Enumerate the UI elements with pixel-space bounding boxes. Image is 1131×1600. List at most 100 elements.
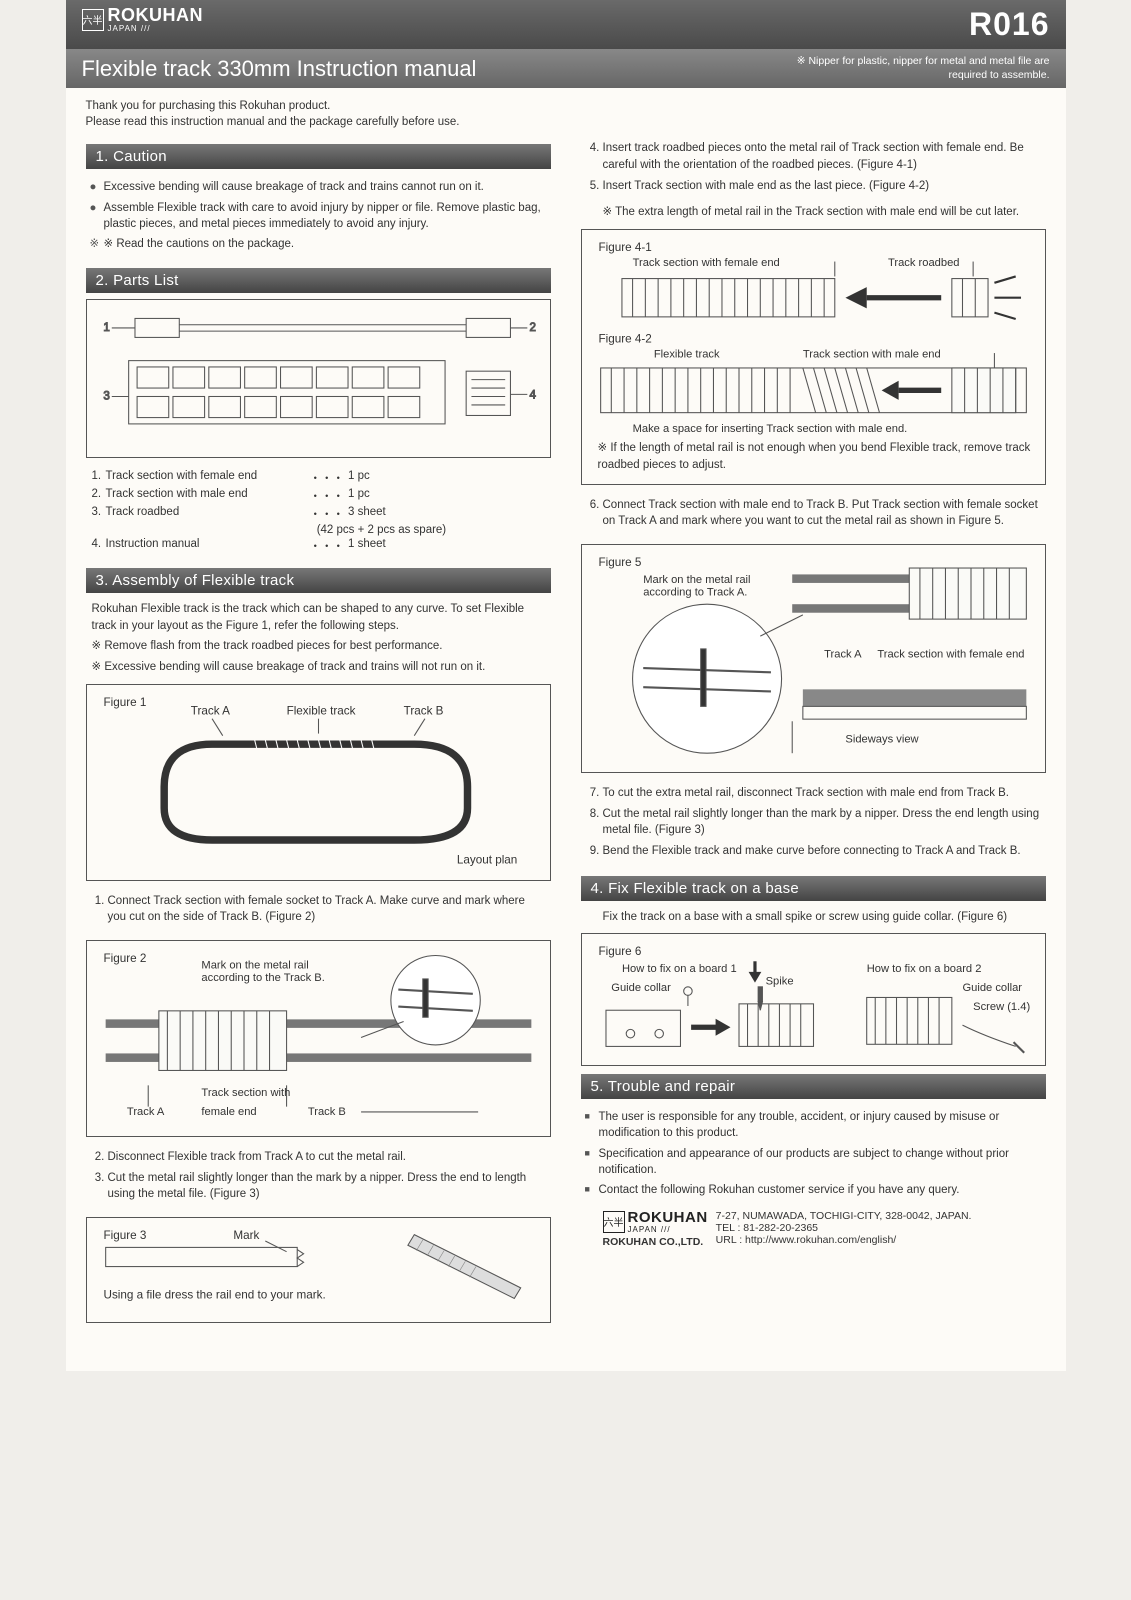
contact-brand-sub: JAPAN /// bbox=[628, 1225, 708, 1234]
step-2: Disconnect Flexible track from Track A t… bbox=[108, 1149, 545, 1166]
svg-text:Track section with: Track section with bbox=[201, 1087, 290, 1099]
svg-text:Track B: Track B bbox=[307, 1106, 345, 1118]
caution-item: Excessive bending will cause breakage of… bbox=[104, 179, 545, 195]
contact-logo: 六半 ROKUHAN JAPAN /// ROKUHAN CO.,LTD. bbox=[603, 1210, 708, 1248]
parts-figure: 1 2 3 bbox=[86, 299, 551, 458]
svg-text:Flexible track: Flexible track bbox=[286, 704, 355, 717]
section-caution-header: 1. Caution bbox=[86, 144, 551, 169]
caution-note: ※ Read the cautions on the package. bbox=[104, 236, 545, 252]
brand-sub: JAPAN /// bbox=[108, 24, 204, 33]
intro-line2: Please read this instruction manual and … bbox=[86, 114, 1046, 130]
svg-text:Figure 2: Figure 2 bbox=[103, 952, 146, 965]
parts-row: (42 pcs + 2 pcs as spare) bbox=[92, 524, 545, 536]
step-3: Cut the metal rail slightly longer than … bbox=[108, 1170, 545, 1203]
intro-block: Thank you for purchasing this Rokuhan pr… bbox=[66, 88, 1066, 136]
parts-qty: (42 pcs + 2 pcs as spare) bbox=[317, 524, 446, 536]
contact-co: ROKUHAN CO.,LTD. bbox=[603, 1236, 708, 1248]
parts-name: Track section with male end bbox=[106, 488, 306, 504]
svg-text:according to the Track B.: according to the Track B. bbox=[201, 972, 324, 984]
figure-6-diagram-icon: Figure 6 How to fix on a board 1 How to … bbox=[590, 940, 1037, 1057]
fix-text: Fix the track on a base with a small spi… bbox=[581, 907, 1046, 928]
contact-block: 六半 ROKUHAN JAPAN /// ROKUHAN CO.,LTD. 7-… bbox=[581, 1206, 1046, 1248]
figure-3: Figure 3 Mark Using a file dress the rai… bbox=[86, 1217, 551, 1323]
assembly-steps-23: Disconnect Flexible track from Track A t… bbox=[86, 1145, 551, 1211]
figure-6: Figure 6 How to fix on a board 1 How to … bbox=[581, 933, 1046, 1066]
svg-text:female end: female end bbox=[201, 1106, 256, 1118]
parts-row: 1.Track section with female end・・・1 pc bbox=[92, 470, 545, 486]
brand-logo-icon: 六半 bbox=[82, 9, 104, 31]
step-6: Connect Track section with male end to T… bbox=[603, 497, 1040, 530]
parts-name: Instruction manual bbox=[106, 538, 306, 554]
contact-addr: 7-27, NUMAWADA, TOCHIGI-CITY, 328-0042, … bbox=[716, 1210, 972, 1222]
svg-text:Track A: Track A bbox=[126, 1106, 164, 1118]
figure-4: Figure 4-1 Track section with female end… bbox=[581, 229, 1046, 485]
svg-text:according to Track A.: according to Track A. bbox=[643, 587, 747, 599]
contact-url: URL : http://www.rokuhan.com/english/ bbox=[716, 1234, 972, 1246]
parts-list: 1.Track section with female end・・・1 pc 2… bbox=[86, 466, 551, 560]
step-4: Insert track roadbed pieces onto the met… bbox=[603, 140, 1040, 173]
brand-logo-small-icon: 六半 bbox=[603, 1211, 625, 1233]
step-7: To cut the extra metal rail, disconnect … bbox=[603, 785, 1040, 802]
parts-name: Track section with female end bbox=[106, 470, 306, 486]
assembly-note1: ※ Remove flash from the track roadbed pi… bbox=[86, 636, 551, 657]
page: 六半 ROKUHAN JAPAN /// R016 Flexible track… bbox=[66, 0, 1066, 1371]
parts-dots bbox=[306, 524, 317, 536]
section-fix-header: 4. Fix Flexible track on a base bbox=[581, 876, 1046, 901]
parts-qty: 3 sheet bbox=[348, 506, 386, 522]
svg-text:Figure 1: Figure 1 bbox=[103, 696, 146, 709]
trouble-item: Specification and appearance of our prod… bbox=[599, 1146, 1040, 1178]
assembly-steps-45: Insert track roadbed pieces onto the met… bbox=[581, 136, 1046, 202]
columns: 1. Caution Excessive bending will cause … bbox=[66, 136, 1066, 1331]
svg-text:4: 4 bbox=[529, 388, 536, 401]
svg-text:Track B: Track B bbox=[403, 704, 443, 717]
parts-num: 4. bbox=[92, 538, 106, 554]
svg-text:Make a space for inserting Tra: Make a space for inserting Track section… bbox=[632, 423, 907, 435]
svg-text:Figure 5: Figure 5 bbox=[598, 556, 641, 569]
svg-text:Figure 3: Figure 3 bbox=[103, 1229, 146, 1242]
svg-text:Figure 4-1: Figure 4-1 bbox=[598, 241, 651, 254]
parts-name: Track roadbed bbox=[106, 506, 306, 522]
svg-text:Mark on the metal rail: Mark on the metal rail bbox=[643, 574, 750, 586]
title-bar: Flexible track 330mm Instruction manual … bbox=[66, 49, 1066, 88]
brand-header: 六半 ROKUHAN JAPAN /// R016 bbox=[66, 0, 1066, 49]
parts-qty: 1 pc bbox=[348, 470, 370, 486]
figure-5-diagram-icon: Figure 5 Mark on the metal rail accordin… bbox=[590, 551, 1037, 764]
trouble-item: The user is responsible for any trouble,… bbox=[599, 1109, 1040, 1141]
left-column: 1. Caution Excessive bending will cause … bbox=[86, 136, 551, 1331]
step-5: Insert Track section with male end as th… bbox=[603, 178, 1040, 195]
svg-text:Mark: Mark bbox=[233, 1229, 259, 1242]
assembly-steps-789: To cut the extra metal rail, disconnect … bbox=[581, 781, 1046, 868]
figure-2-diagram-icon: Figure 2 Mark on the metal rail accordin… bbox=[95, 947, 542, 1128]
figure-5: Figure 5 Mark on the metal rail accordin… bbox=[581, 544, 1046, 773]
doc-title: Flexible track 330mm Instruction manual bbox=[82, 56, 477, 82]
title-note: ※ Nipper for plastic, nipper for metal a… bbox=[770, 55, 1050, 82]
svg-text:Track section with female end: Track section with female end bbox=[877, 648, 1024, 660]
brand-block: 六半 ROKUHAN JAPAN /// bbox=[82, 6, 204, 33]
svg-text:1: 1 bbox=[103, 321, 109, 334]
svg-text:Track roadbed: Track roadbed bbox=[887, 257, 959, 269]
parts-name bbox=[106, 524, 306, 536]
parts-num: 2. bbox=[92, 488, 106, 504]
svg-text:Track A: Track A bbox=[190, 704, 229, 717]
caution-item: Assemble Flexible track with care to avo… bbox=[104, 200, 545, 232]
svg-text:3: 3 bbox=[103, 389, 109, 402]
section-trouble-header: 5. Trouble and repair bbox=[581, 1074, 1046, 1099]
intro-line1: Thank you for purchasing this Rokuhan pr… bbox=[86, 98, 1046, 114]
svg-text:Track section with female end: Track section with female end bbox=[632, 257, 779, 269]
svg-text:Track A: Track A bbox=[824, 648, 862, 660]
assembly-intro: Rokuhan Flexible track is the track whic… bbox=[86, 599, 551, 636]
brand-name: ROKUHAN bbox=[108, 6, 204, 24]
contact-info: 7-27, NUMAWADA, TOCHIGI-CITY, 328-0042, … bbox=[716, 1210, 972, 1246]
parts-row: 2.Track section with male end・・・1 pc bbox=[92, 488, 545, 504]
assembly-note2: ※ Excessive bending will cause breakage … bbox=[86, 657, 551, 678]
fig4-note: ※ If the length of metal rail is not eno… bbox=[590, 438, 1037, 475]
parts-dots: ・・・ bbox=[306, 538, 349, 554]
svg-text:Guide collar: Guide collar bbox=[962, 982, 1022, 994]
parts-row: 3.Track roadbed・・・3 sheet bbox=[92, 506, 545, 522]
step-8: Cut the metal rail slightly longer than … bbox=[603, 806, 1040, 839]
contact-brand-name: ROKUHAN bbox=[628, 1210, 708, 1225]
svg-text:Layout plan: Layout plan bbox=[456, 853, 516, 866]
parts-row: 4.Instruction manual・・・1 sheet bbox=[92, 538, 545, 554]
parts-qty: 1 sheet bbox=[348, 538, 386, 554]
svg-text:How to fix on a board 2: How to fix on a board 2 bbox=[866, 963, 981, 975]
